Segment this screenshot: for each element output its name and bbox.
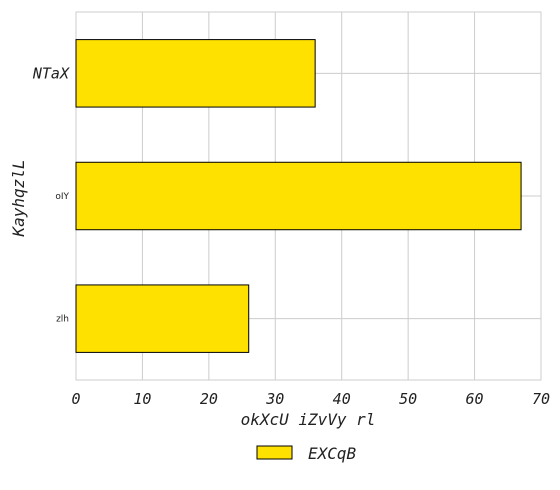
x-tick-label: 50	[399, 390, 417, 408]
x-axis-label: okXcU iZvVy rl	[241, 410, 376, 429]
legend-label: EXCqB	[308, 444, 357, 463]
y-tick-label: oIY	[55, 192, 69, 202]
bar	[75, 284, 250, 353]
y-tick-label: NTaX	[32, 64, 70, 82]
y-tick-labels: NTaX oIY zlh	[32, 64, 70, 324]
x-tick-label: 60	[466, 390, 484, 408]
y-tick-label: zlh	[56, 315, 69, 325]
bars	[75, 39, 522, 353]
x-tick-label: 20	[200, 390, 218, 408]
x-tick-labels: 0 10 20 30 40 50 60 70	[71, 390, 550, 408]
x-tick-label: 40	[333, 390, 351, 408]
bar	[75, 39, 316, 108]
x-tick-label: 70	[532, 390, 550, 408]
x-tick-label: 0	[71, 390, 80, 408]
legend: EXCqB	[256, 444, 357, 463]
legend-swatch	[256, 445, 293, 460]
x-tick-label: 10	[133, 390, 151, 408]
bar	[75, 161, 522, 231]
y-axis-label: KayhqzlL	[9, 159, 28, 237]
x-tick-label: 30	[265, 390, 284, 408]
